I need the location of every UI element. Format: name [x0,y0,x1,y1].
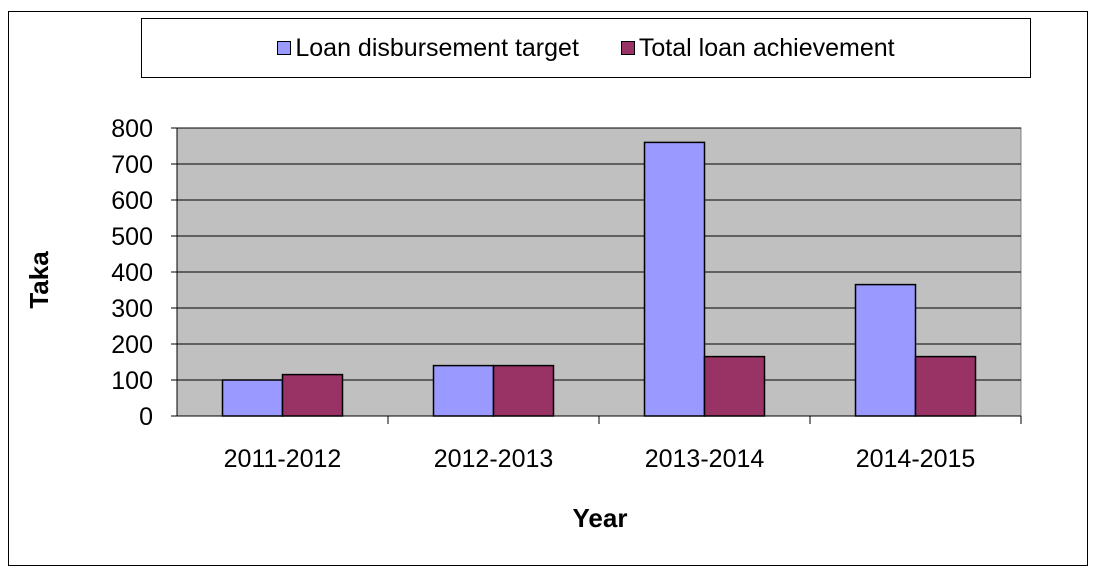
x-tick-label: 2014-2015 [856,445,976,473]
y-tick-label: 600 [111,187,153,215]
y-axis-title: Taka [24,251,54,309]
legend-swatch-achievement [620,41,635,55]
bar-achievement [914,355,977,417]
x-tick-label: 2013-2014 [645,445,765,473]
x-tick-label: 2012-2013 [434,445,554,473]
bar-target [432,364,495,417]
axes [171,127,1022,424]
bar-achievement [703,355,766,417]
y-tick-label: 700 [111,151,153,179]
y-tick-label: 100 [111,367,153,395]
bar-target [221,379,284,417]
legend-entry-achievement: Total loan achievement [620,33,895,63]
bar-target [643,141,706,417]
bar-achievement [281,373,344,417]
legend-label-target: Loan disbursement target [295,33,579,62]
y-tick-label: 0 [139,403,153,431]
bars [221,141,977,417]
y-tick-label: 400 [111,259,153,287]
bar-target [854,283,917,417]
y-tick-label: 300 [111,295,153,323]
x-tick-label: 2011-2012 [224,445,342,473]
y-tick-label: 500 [111,223,153,251]
y-tick-label: 800 [111,115,153,143]
legend: Loan disbursement target Total loan achi… [141,18,1031,78]
y-tick-labels: 0 100 200 300 400 500 600 700 800 [111,115,153,431]
legend-swatch-target [277,41,292,55]
legend-label-achievement: Total loan achievement [638,33,895,62]
x-axis-title: Year [573,503,628,533]
x-tick-labels: 2011-2012 2012-2013 2013-2014 2014-2015 [224,445,976,473]
bar-achievement [492,364,555,417]
y-tick-label: 200 [111,331,153,359]
legend-entry-target: Loan disbursement target [277,34,579,63]
